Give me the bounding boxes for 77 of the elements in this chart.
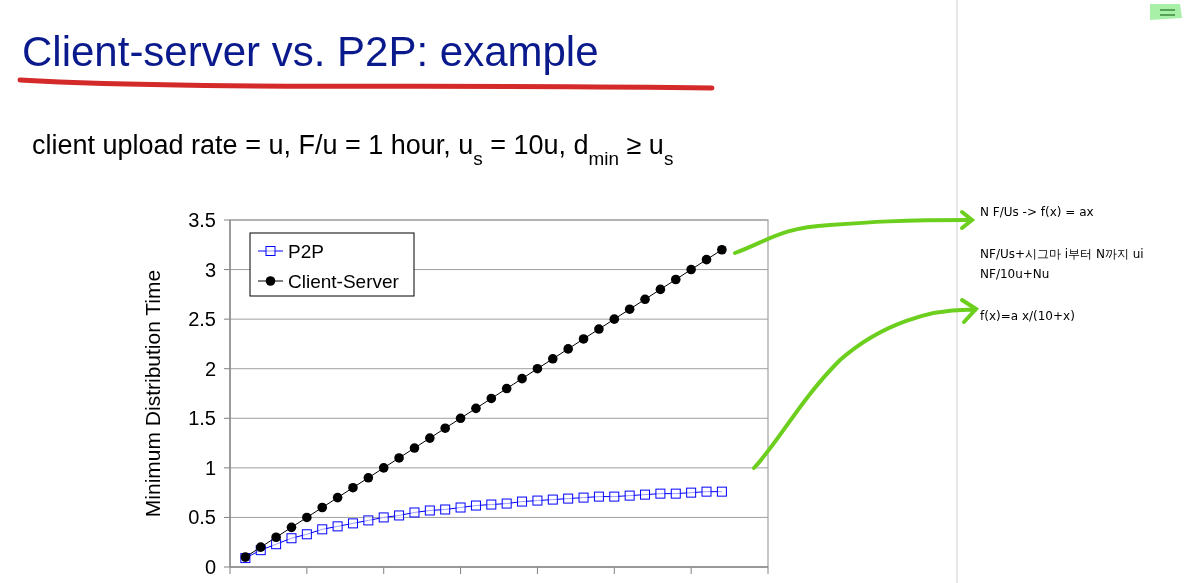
legend-label: Client-Server: [288, 271, 400, 292]
point: [440, 423, 450, 433]
point: [670, 274, 681, 285]
y-tick-label: 2: [204, 357, 216, 380]
point: [701, 254, 712, 265]
y-tick-label: 0.5: [188, 506, 216, 529]
chart-title: Client-server vs. P2P: example: [22, 28, 599, 75]
point: [670, 488, 681, 499]
point: [394, 510, 405, 521]
point: [501, 383, 512, 394]
point: [578, 334, 589, 344]
point: [640, 489, 651, 500]
point: [347, 518, 358, 529]
point: [593, 491, 604, 502]
point: [317, 502, 328, 513]
point: [317, 524, 328, 535]
y-tick-label: 3: [204, 258, 216, 281]
point: [578, 492, 589, 503]
point: [686, 487, 697, 498]
point: [348, 482, 358, 493]
point: [286, 522, 297, 533]
point: [455, 502, 466, 513]
point: [363, 472, 374, 483]
y-tick-label: 3.5: [188, 209, 216, 231]
point: [686, 264, 696, 275]
point: [470, 500, 481, 511]
point: [517, 496, 528, 507]
chart-subtitle: client upload rate = u, F/u = 1 hour, u$_{s}$ = 10u, d$_{min}$ ≥ u$_{s}$: [32, 130, 674, 169]
point: [455, 413, 466, 424]
point: [640, 294, 650, 305]
point: [440, 504, 451, 515]
point: [471, 403, 481, 414]
point: [609, 491, 620, 502]
point: [655, 284, 666, 295]
point: [394, 453, 404, 463]
y-tick-label: 0: [204, 556, 216, 578]
point: [547, 494, 558, 505]
point: [624, 490, 635, 501]
point: [486, 499, 497, 510]
point: [409, 507, 420, 518]
y-tick-label: 1.5: [188, 407, 216, 430]
point: [532, 363, 543, 374]
point: [716, 486, 727, 497]
point: [501, 498, 512, 509]
point: [624, 304, 635, 315]
point: [486, 393, 497, 404]
point: [363, 515, 374, 526]
y-tick-label: 2.5: [188, 308, 216, 331]
text: NF/10u+Nu: [980, 267, 1050, 281]
legend-label: P2P: [288, 241, 324, 262]
text: f(x)=a x/(10+x): [980, 309, 1075, 323]
point: [563, 493, 574, 504]
text: N F/Us -> f(x) = ax: [980, 205, 1094, 219]
point: [301, 529, 312, 540]
point: [594, 324, 604, 334]
point: [701, 486, 712, 497]
point: [655, 488, 666, 499]
text: NF/Us+시그마 i부터 N까지 ui: [980, 247, 1144, 261]
point: [425, 433, 435, 443]
point: [332, 521, 343, 532]
point: [424, 505, 435, 516]
point: [302, 512, 312, 523]
point: [332, 492, 343, 503]
point: [409, 443, 420, 453]
point: [286, 533, 297, 544]
y-tick-label: 1: [204, 456, 216, 479]
point: [378, 463, 389, 473]
y-axis-title: Minimum Distribution Time: [141, 269, 164, 518]
point: [517, 373, 527, 384]
point: [609, 314, 620, 324]
point: [548, 354, 558, 364]
point: [255, 542, 266, 552]
point: [717, 244, 727, 255]
point: [532, 495, 543, 506]
point: [378, 512, 389, 523]
point: [563, 344, 573, 354]
point: [271, 532, 281, 543]
